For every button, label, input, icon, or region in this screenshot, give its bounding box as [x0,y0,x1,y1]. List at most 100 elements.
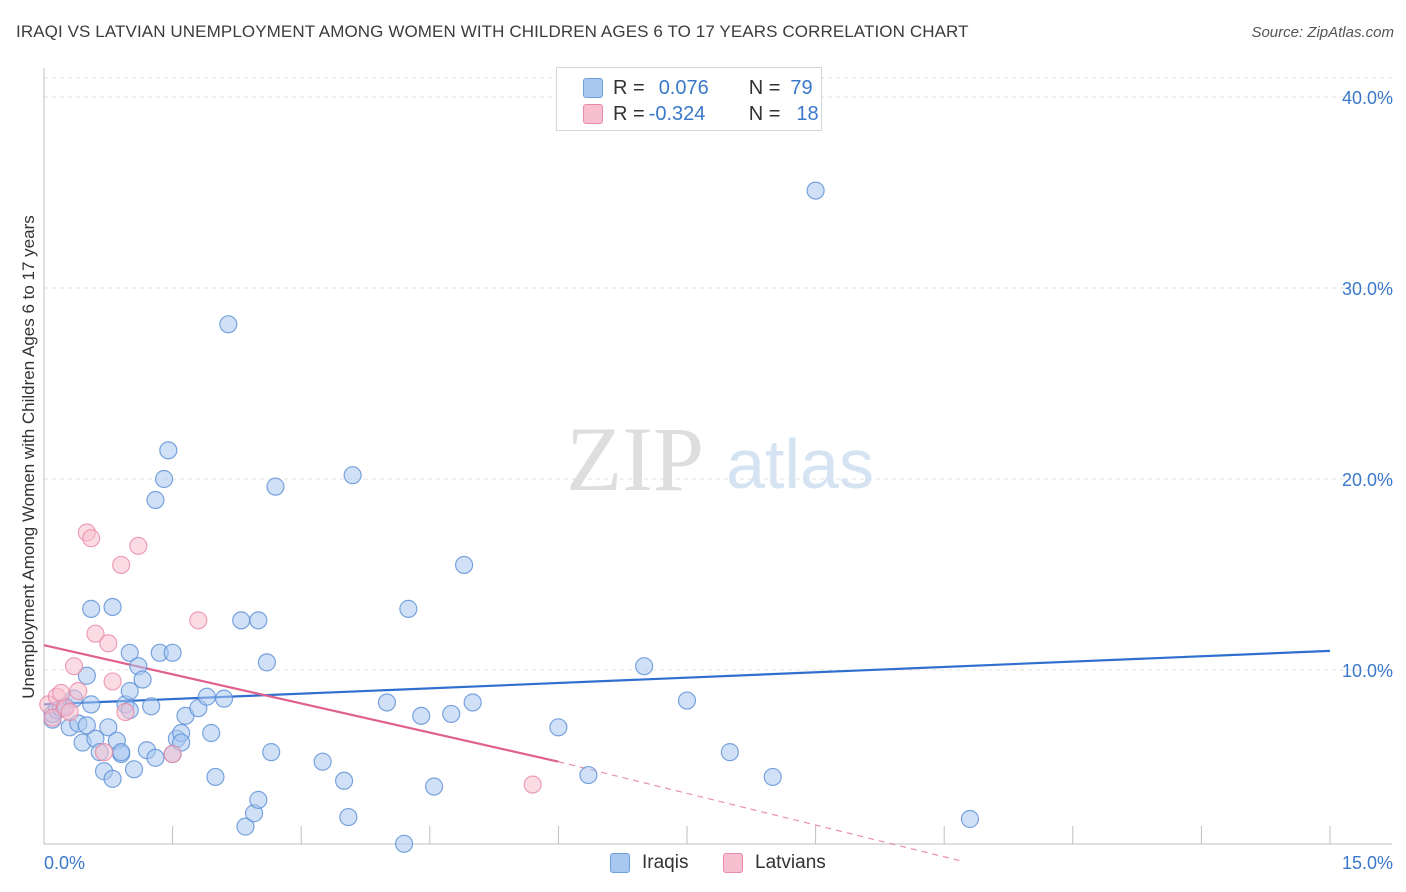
series-label-latvians: Latvians [755,852,826,873]
point-iraqis [806,181,825,200]
grid [44,77,1392,671]
point-iraqis [159,441,178,460]
y-tick-label: 30.0% [1342,279,1393,299]
point-iraqis [146,490,165,510]
point-iraqis [454,555,474,575]
y-axis-label: Unemployment Among Women with Children A… [19,215,38,699]
point-iraqis [960,809,980,829]
point-iraqis [579,765,598,785]
point-iraqis [82,599,101,618]
point-iraqis [549,718,568,737]
legend-r-value-iraqis: 0.076 [658,76,709,99]
point-iraqis [103,597,122,617]
point-iraqis [249,611,268,630]
point-latvians [163,744,182,764]
point-latvians [64,657,84,676]
point-iraqis [334,771,354,790]
legend-n-label: N = [748,76,781,99]
point-iraqis [120,643,139,662]
legend-swatch-iraqis [583,78,603,98]
chart-title: IRAQI VS LATVIAN UNEMPLOYMENT AMONG WOME… [16,22,969,41]
point-iraqis [720,743,739,762]
point-iraqis [219,315,238,334]
point-iraqis [206,767,225,787]
point-iraqis [197,687,216,706]
trend-line-iraqis [43,649,1331,706]
tick-labels: 10.0% 20.0% 30.0% 40.0% 0.0% 15.0% [44,88,1393,873]
point-iraqis [99,718,118,737]
point-iraqis [463,693,482,712]
point-iraqis [77,666,96,685]
point-iraqis [146,748,165,767]
point-iraqis [635,657,654,676]
y-tick-label: 40.0% [1342,88,1393,108]
point-latvians [99,634,118,653]
watermark-zip: ZIP [566,408,704,510]
point-iraqis [236,817,255,836]
point-iraqis [677,691,697,710]
data-points [39,181,980,853]
point-iraqis [103,769,122,788]
point-latvians [43,708,62,727]
legend-row-iraqis: R = 0.076 N = 79 [583,76,813,100]
legend-r-value-latvians: -0.324 [648,102,706,125]
point-iraqis [112,743,131,762]
point-latvians [94,743,114,762]
point-latvians [523,775,542,794]
point-iraqis [120,681,139,701]
legend-n-label: N = [748,102,781,125]
point-iraqis [424,777,444,796]
point-iraqis [214,689,234,708]
point-iraqis [266,477,285,496]
series-legend-iraqis[interactable]: Iraqis [610,852,688,874]
point-latvians [116,702,135,722]
point-iraqis [442,704,461,724]
point-iraqis [202,723,221,743]
y-tick-label: 20.0% [1342,470,1393,490]
point-latvians [112,555,131,575]
point-iraqis [82,695,101,714]
series-swatch-latvians [723,853,743,873]
point-latvians [60,702,79,722]
point-iraqis [377,693,397,712]
point-iraqis [262,743,281,762]
series-legend-latvians[interactable]: Latvians [723,852,826,874]
y-tick-label: 10.0% [1342,661,1393,681]
point-latvians [129,536,148,555]
series-legend: Iraqis Latvians [0,852,1406,876]
series-swatch-iraqis [610,853,630,873]
point-iraqis [232,611,251,630]
point-iraqis [133,670,152,689]
point-iraqis [343,466,362,485]
legend-r-label: R = [613,102,645,125]
point-iraqis [394,834,414,853]
source-label: Source: ZipAtlas.com [1251,24,1394,41]
point-latvians [86,624,105,643]
point-latvians [189,611,208,630]
point-iraqis [412,706,431,725]
legend-swatch-latvians [583,104,603,124]
point-latvians [103,672,122,691]
point-iraqis [154,469,174,489]
legend-n-value-iraqis: 79 [790,76,813,99]
point-iraqis [339,807,358,827]
point-iraqis [399,599,418,618]
watermark: ZIP atlas [566,408,874,510]
series-label-iraqis: Iraqis [642,852,689,873]
watermark-atlas: atlas [726,425,874,503]
legend: R = 0.076 N = 79 R = -0.324 N = 18 [556,67,822,131]
legend-row-latvians: R = -0.324 N = 18 [583,102,819,126]
point-latvians [69,681,88,701]
point-iraqis [257,653,277,672]
legend-n-value-latvians: 18 [796,102,819,125]
axes [43,68,1392,845]
point-latvians [82,529,101,548]
point-iraqis [142,697,161,716]
legend-r-label: R = [613,76,645,99]
x-tick-label: 0.0% [44,853,85,873]
point-iraqis [313,752,332,771]
trend-extension-latvians [558,761,962,862]
point-iraqis [249,790,268,809]
point-iraqis [163,643,182,662]
